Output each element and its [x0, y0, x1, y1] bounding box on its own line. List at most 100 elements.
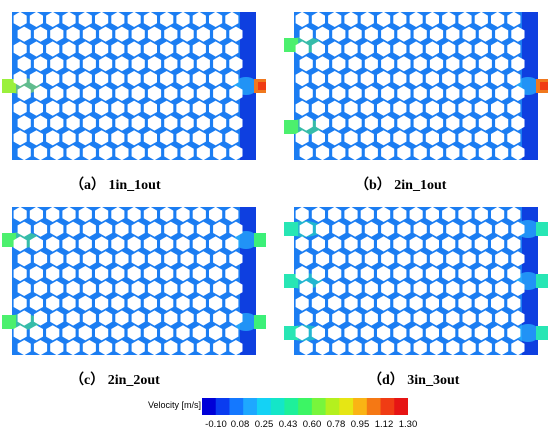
hex-obstacle: [213, 26, 227, 42]
hex-obstacle: [315, 26, 330, 42]
hex-obstacle: [213, 56, 227, 72]
hex-obstacle: [176, 325, 190, 341]
hex-obstacle: [348, 280, 362, 296]
hex-obstacle: [299, 251, 313, 267]
outlet-port: [536, 274, 548, 288]
hex-obstacle: [429, 85, 444, 101]
hex-obstacle: [397, 340, 411, 356]
hex-obstacle: [176, 71, 190, 87]
hex-obstacle: [429, 251, 444, 267]
hex-obstacle: [192, 41, 206, 57]
hex-obstacle: [478, 26, 492, 42]
hex-obstacle: [381, 115, 395, 131]
hex-obstacle: [82, 310, 96, 326]
hex-obstacle: [495, 115, 509, 131]
hex-obstacle: [17, 85, 31, 101]
hex-obstacle: [131, 221, 145, 237]
hex-obstacle: [78, 11, 92, 27]
hex-obstacle: [82, 56, 96, 72]
hex-obstacle: [360, 130, 374, 146]
hex-obstacle: [127, 236, 141, 252]
hex-obstacle: [99, 26, 113, 42]
hex-obstacle: [478, 251, 492, 267]
hex-obstacle: [180, 340, 194, 356]
hex-obstacle: [315, 221, 330, 237]
hex-obstacle: [209, 71, 223, 87]
hex-obstacle: [196, 145, 210, 161]
hex-obstacle: [29, 325, 43, 341]
hex-obstacle: [442, 206, 456, 222]
hex-obstacle: [446, 310, 460, 326]
hex-obstacle: [311, 206, 325, 222]
hex-obstacle: [160, 130, 174, 146]
hex-obstacle: [442, 41, 456, 57]
hex-obstacle: [413, 280, 427, 296]
hex-obstacle: [147, 56, 162, 72]
hex-obstacle: [299, 340, 313, 356]
hex-obstacle: [413, 26, 427, 42]
hex-obstacle: [511, 251, 525, 267]
hex-obstacle: [397, 310, 411, 326]
hex-obstacle: [299, 310, 313, 326]
hex-obstacle: [442, 11, 456, 27]
hex-obstacle: [78, 130, 92, 146]
hex-obstacle: [462, 26, 476, 42]
hex-obstacle: [147, 251, 162, 267]
hex-obstacle: [474, 236, 488, 252]
hex-obstacle: [381, 280, 395, 296]
hex-obstacle: [209, 236, 223, 252]
colorbar-segment: [243, 398, 258, 415]
colorbar-segment: [339, 398, 354, 415]
hex-obstacle: [425, 295, 439, 311]
hex-obstacle: [429, 56, 444, 72]
hex-obstacle: [328, 71, 342, 87]
hex-obstacle: [348, 56, 362, 72]
hex-obstacle: [131, 310, 145, 326]
hex-obstacle: [409, 236, 423, 252]
hex-obstacle: [46, 236, 60, 252]
hex-obstacle: [315, 85, 330, 101]
hex-obstacle: [409, 100, 423, 116]
hex-obstacle: [458, 236, 472, 252]
hex-obstacle: [225, 206, 239, 222]
hex-obstacle: [62, 295, 76, 311]
hex-obstacle: [46, 41, 60, 57]
hex-obstacle: [462, 310, 476, 326]
hex-obstacle: [99, 221, 113, 237]
hex-obstacle: [143, 71, 157, 87]
hex-obstacle: [462, 145, 476, 161]
hex-obstacle: [78, 41, 92, 57]
hex-obstacle: [332, 221, 346, 237]
hex-obstacle: [82, 280, 96, 296]
hex-obstacle: [332, 85, 346, 101]
hex-obstacle: [311, 295, 325, 311]
hex-obstacle: [111, 71, 125, 87]
hex-obstacle: [315, 115, 330, 131]
panel-b-caption: （b） 2in_1out: [355, 178, 447, 193]
hex-obstacle: [82, 145, 96, 161]
hex-obstacle: [160, 325, 174, 341]
hex-obstacle: [458, 41, 472, 57]
hex-obstacle: [62, 325, 76, 341]
hex-obstacle: [429, 221, 444, 237]
hex-obstacle: [393, 325, 407, 341]
hex-obstacle: [17, 221, 31, 237]
hex-obstacle: [377, 71, 391, 87]
hex-obstacle: [425, 130, 439, 146]
hex-obstacle: [192, 100, 206, 116]
hex-obstacle: [196, 340, 210, 356]
hex-obstacle: [491, 41, 505, 57]
hex-obstacle: [299, 85, 313, 101]
hex-obstacle: [99, 145, 113, 161]
hex-obstacle: [33, 26, 48, 42]
hex-obstacle: [446, 340, 460, 356]
hex-obstacle: [196, 251, 210, 267]
hex-obstacle: [344, 41, 358, 57]
colorbar-segment: [215, 398, 230, 415]
hex-obstacle: [131, 26, 145, 42]
hex-obstacle: [229, 221, 243, 237]
hex-obstacle: [196, 115, 210, 131]
hex-obstacle: [66, 280, 80, 296]
hex-obstacle: [348, 145, 362, 161]
hex-obstacle: [377, 206, 391, 222]
